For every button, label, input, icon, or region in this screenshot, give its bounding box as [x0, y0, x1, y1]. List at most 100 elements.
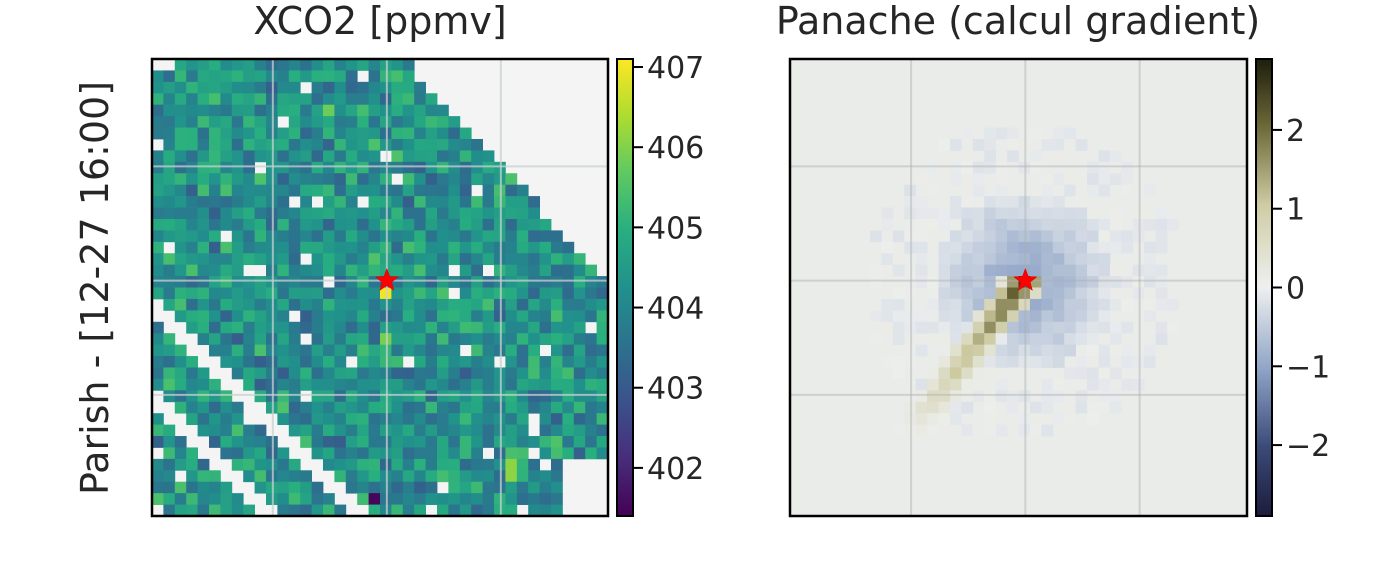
- panel1-cell: [311, 367, 324, 380]
- panel1-cell: [288, 401, 301, 414]
- panel1-cell: [528, 378, 540, 391]
- panel1-cell: [482, 150, 495, 163]
- panel2-cell: [1018, 196, 1031, 208]
- panel1-grid: [152, 59, 608, 516]
- panel1-cell: [402, 493, 415, 505]
- panel1-cell: [516, 481, 529, 494]
- panel1-cell: [311, 436, 324, 448]
- panel1-cell: [573, 401, 586, 414]
- panel2-cell: [1007, 310, 1019, 323]
- panel2-cell: [915, 344, 928, 357]
- panel1-cell: [505, 367, 518, 380]
- panel1-cell: [437, 321, 449, 334]
- panel2-cell: [1098, 356, 1111, 368]
- panel1-cell: [243, 241, 255, 254]
- panel1-cell: [562, 253, 575, 266]
- panel2-cell: [904, 230, 917, 243]
- panel1-cell: [174, 253, 187, 266]
- panel2-cell: [984, 401, 997, 414]
- panel1-cell: [186, 59, 198, 71]
- panel2-cell: [1052, 321, 1065, 334]
- panel1-cell: [243, 310, 255, 323]
- panel2-cell: [984, 424, 997, 437]
- panel1-cell: [288, 184, 301, 197]
- panel2-cell: [972, 378, 985, 391]
- panel1-cell: [402, 104, 415, 117]
- panel1-cell: [197, 424, 210, 437]
- panel1-cell: [551, 241, 563, 254]
- panel2-cell: [1075, 253, 1088, 266]
- panel2-cell: [1029, 298, 1042, 311]
- panel1-cell: [254, 138, 267, 151]
- panel1-cell: [152, 116, 164, 128]
- panel1-cell: [437, 127, 449, 140]
- panel1-cell: [231, 59, 244, 71]
- panel1-cell: [277, 70, 290, 83]
- panel1-cell: [482, 276, 495, 288]
- panel2-cell: [1155, 230, 1168, 243]
- panel2-cell: [1041, 253, 1054, 266]
- panel1-cell: [596, 424, 608, 437]
- panel1-cell: [186, 493, 198, 505]
- panel1-cell: [414, 287, 426, 300]
- panel2-cell: [1007, 150, 1019, 163]
- panel1-cell: [277, 493, 290, 505]
- panel1-cell: [220, 241, 233, 254]
- panel1-cell: [437, 458, 449, 471]
- panel2-cell: [961, 230, 974, 243]
- panel1-cell: [186, 401, 198, 414]
- panel2-cell: [1041, 356, 1054, 368]
- panel1-cell: [231, 310, 244, 323]
- panel2-cell: [972, 138, 985, 151]
- panel2-cell: [1121, 230, 1134, 243]
- panel1-cell: [311, 333, 324, 346]
- panel1-cell: [300, 161, 312, 174]
- panel1-cell: [174, 401, 187, 414]
- panel1-cell: [585, 333, 597, 346]
- panel1-cell: [197, 481, 210, 494]
- panel2-cell: [949, 390, 962, 403]
- panel1-cell: [334, 378, 347, 391]
- panel1-cell: [425, 287, 438, 300]
- panel1-cell: [300, 59, 312, 71]
- panel2-cell: [892, 298, 905, 311]
- panel2-cell: [1029, 253, 1042, 266]
- panel2-cell: [949, 241, 962, 254]
- panel1-cell: [425, 321, 438, 334]
- panel2-cell: [881, 310, 894, 323]
- panel1-cell: [300, 150, 312, 163]
- panel2-cell: [1098, 253, 1111, 266]
- panel1-cell: [471, 481, 483, 494]
- panel1-cell: [402, 150, 415, 163]
- panel2-cell: [1041, 276, 1054, 288]
- panel2-cell: [1052, 127, 1065, 140]
- panel1-cell: [528, 390, 540, 403]
- panel2-cell: [938, 401, 951, 414]
- panel1-cell: [539, 321, 552, 334]
- panel2-cell: [961, 344, 974, 357]
- panel2-cell: [961, 241, 974, 254]
- panel1-cell: [334, 413, 347, 426]
- panel1-cell: [368, 218, 381, 231]
- panel1-cell: [505, 481, 518, 494]
- panel2-grid: [790, 59, 1247, 516]
- panel2-cell: [1087, 161, 1099, 174]
- panel2-cell: [1098, 184, 1111, 197]
- panel1-cell: [573, 276, 586, 288]
- panel1-cell: [220, 93, 233, 106]
- panel1-cell: [585, 344, 597, 357]
- panel1-cell: [174, 241, 187, 254]
- panel1-cell: [368, 298, 381, 311]
- panel2-cell: [1052, 356, 1065, 368]
- panel1-cell: [243, 504, 255, 516]
- panel2-cell: [961, 287, 974, 300]
- panel1-cell: [311, 493, 324, 505]
- panel1-cell: [288, 241, 301, 254]
- panel1-cell: [539, 470, 552, 483]
- panel1-cell: [277, 241, 290, 254]
- panel2-cell: [915, 173, 928, 186]
- panel1-cell: [368, 333, 381, 346]
- panel2-cell: [1018, 207, 1031, 220]
- panel1-cell: [402, 161, 415, 174]
- colorbar-tick-label: 406: [647, 131, 704, 166]
